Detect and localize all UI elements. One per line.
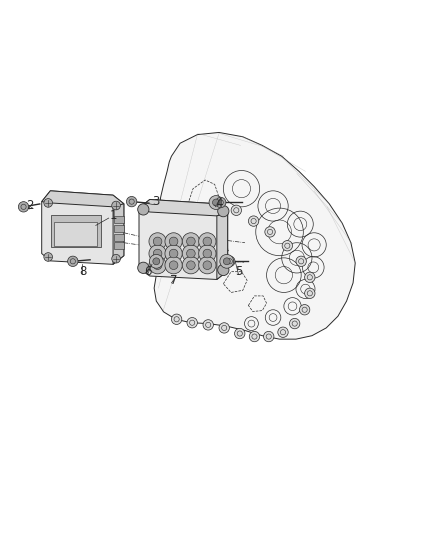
Polygon shape bbox=[154, 132, 355, 339]
Circle shape bbox=[153, 258, 160, 265]
Circle shape bbox=[149, 254, 163, 268]
Circle shape bbox=[218, 264, 229, 276]
Circle shape bbox=[138, 204, 149, 215]
Text: 8: 8 bbox=[79, 265, 86, 278]
Circle shape bbox=[44, 199, 53, 207]
Circle shape bbox=[218, 206, 229, 217]
Circle shape bbox=[165, 233, 182, 250]
Circle shape bbox=[300, 304, 310, 315]
Circle shape bbox=[169, 249, 178, 258]
FancyBboxPatch shape bbox=[114, 225, 124, 232]
Circle shape bbox=[153, 261, 162, 270]
Circle shape bbox=[199, 245, 216, 262]
Circle shape bbox=[169, 261, 178, 270]
Circle shape bbox=[44, 253, 53, 261]
Circle shape bbox=[265, 227, 275, 237]
Circle shape bbox=[235, 328, 245, 338]
Circle shape bbox=[182, 233, 200, 250]
Circle shape bbox=[199, 233, 216, 250]
Circle shape bbox=[187, 237, 195, 246]
Text: 5: 5 bbox=[235, 265, 242, 278]
Circle shape bbox=[249, 332, 260, 342]
Circle shape bbox=[153, 249, 162, 258]
Circle shape bbox=[225, 256, 235, 266]
Circle shape bbox=[165, 245, 182, 262]
Circle shape bbox=[212, 199, 219, 206]
Circle shape bbox=[220, 254, 234, 268]
Circle shape bbox=[264, 332, 274, 342]
FancyBboxPatch shape bbox=[114, 216, 124, 223]
Circle shape bbox=[219, 322, 230, 333]
Circle shape bbox=[182, 245, 200, 262]
Circle shape bbox=[112, 254, 120, 263]
Circle shape bbox=[199, 256, 216, 274]
FancyBboxPatch shape bbox=[51, 215, 101, 247]
Circle shape bbox=[282, 240, 293, 251]
Circle shape bbox=[203, 249, 212, 258]
Text: 7: 7 bbox=[170, 274, 177, 287]
Polygon shape bbox=[139, 199, 228, 279]
Circle shape bbox=[67, 256, 78, 266]
Circle shape bbox=[231, 205, 241, 215]
Circle shape bbox=[187, 261, 195, 270]
Text: 1: 1 bbox=[110, 209, 117, 222]
Circle shape bbox=[138, 262, 149, 273]
Circle shape bbox=[149, 256, 166, 274]
Circle shape bbox=[278, 327, 288, 337]
Text: 3: 3 bbox=[152, 195, 160, 208]
Circle shape bbox=[248, 216, 259, 227]
Text: 2: 2 bbox=[26, 199, 33, 213]
Circle shape bbox=[171, 314, 182, 325]
FancyBboxPatch shape bbox=[54, 222, 97, 246]
FancyBboxPatch shape bbox=[114, 233, 124, 240]
Circle shape bbox=[304, 288, 315, 298]
Circle shape bbox=[304, 272, 315, 282]
Circle shape bbox=[153, 237, 162, 246]
Text: 4: 4 bbox=[215, 197, 223, 211]
Polygon shape bbox=[217, 213, 228, 279]
Circle shape bbox=[112, 201, 120, 210]
Circle shape bbox=[149, 233, 166, 250]
Circle shape bbox=[127, 197, 137, 207]
Circle shape bbox=[187, 318, 198, 328]
Circle shape bbox=[223, 258, 230, 265]
Circle shape bbox=[203, 237, 212, 246]
Polygon shape bbox=[139, 199, 228, 216]
Circle shape bbox=[214, 197, 224, 208]
Polygon shape bbox=[113, 204, 124, 264]
Circle shape bbox=[182, 256, 200, 274]
Circle shape bbox=[187, 249, 195, 258]
FancyBboxPatch shape bbox=[114, 243, 124, 249]
Circle shape bbox=[215, 197, 226, 208]
Circle shape bbox=[18, 201, 29, 212]
Polygon shape bbox=[42, 191, 124, 264]
Polygon shape bbox=[42, 191, 124, 207]
Circle shape bbox=[290, 318, 300, 329]
Circle shape bbox=[209, 196, 223, 209]
Text: 6: 6 bbox=[144, 265, 152, 278]
Circle shape bbox=[296, 256, 306, 266]
Circle shape bbox=[149, 245, 166, 262]
Circle shape bbox=[169, 237, 178, 246]
Circle shape bbox=[203, 261, 212, 270]
Circle shape bbox=[203, 320, 213, 330]
Circle shape bbox=[165, 256, 182, 274]
